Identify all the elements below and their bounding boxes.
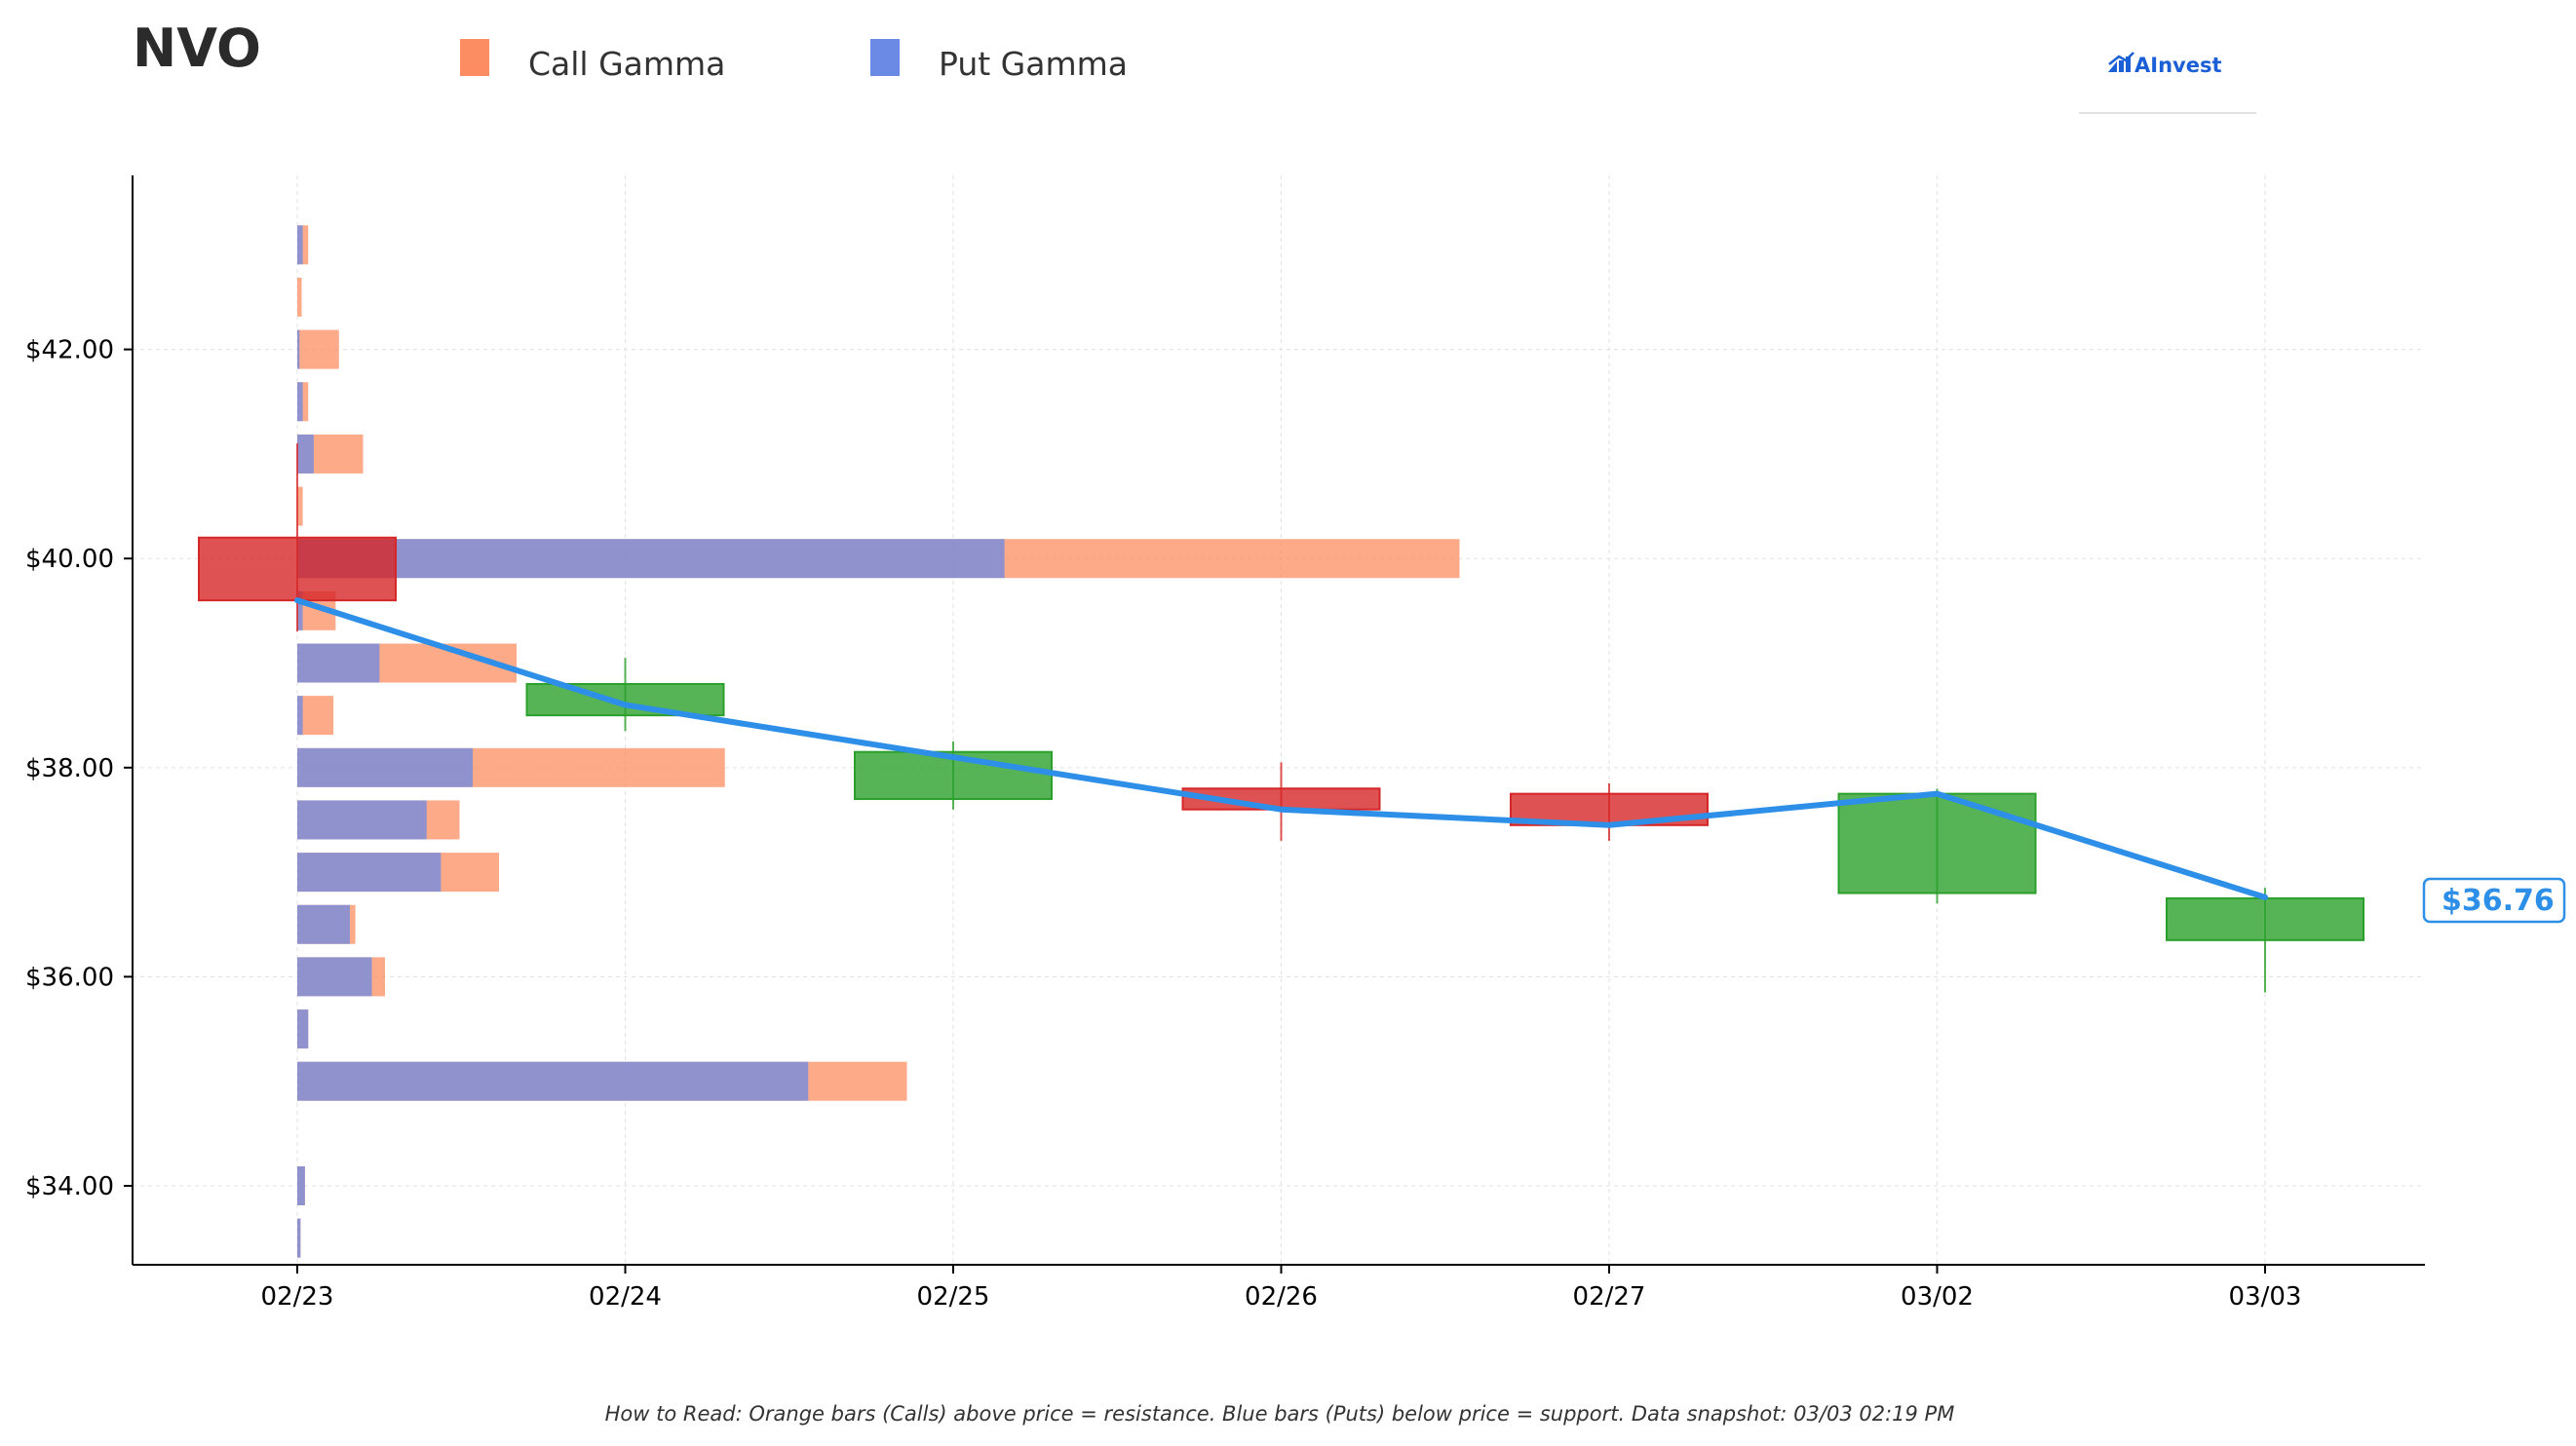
legend-put-swatch	[870, 39, 900, 76]
put-gamma-bar	[297, 747, 473, 787]
brand-logo: AInvest	[2079, 52, 2256, 114]
y-tick-label: $42.00	[25, 336, 114, 365]
brand-name: AInvest	[2134, 54, 2222, 77]
put-gamma-bar	[297, 904, 350, 944]
call-gamma-bar	[297, 277, 302, 317]
y-tick-label: $36.00	[25, 963, 114, 992]
price-line	[294, 597, 2268, 900]
put-gamma-bar	[297, 800, 427, 840]
chart-title: NVO	[133, 18, 261, 79]
put-gamma-bar	[297, 696, 303, 736]
put-gamma-bar	[297, 1166, 305, 1205]
x-tick-label: 02/23	[261, 1282, 334, 1312]
y-tick-label: $38.00	[25, 754, 114, 783]
put-gamma-bar	[297, 382, 303, 422]
ainvest-logo-icon	[2108, 52, 2134, 72]
grid	[133, 175, 2425, 1265]
gamma-bars	[297, 225, 1460, 1258]
axes: $34.00 $36.00 $38.00 $40.00 $42.00 02/23 02/24…	[25, 175, 2425, 1312]
y-tick-label: $40.00	[25, 545, 114, 574]
y-tick-label: $34.00	[25, 1172, 114, 1201]
x-tick-label: 03/02	[1901, 1282, 1974, 1312]
legend-put-label: Put Gamma	[939, 45, 1128, 83]
x-tick-label: 02/24	[589, 1282, 662, 1312]
put-gamma-bar	[297, 1009, 309, 1049]
price-line-group	[294, 597, 2268, 900]
candle-body	[525, 682, 725, 717]
candle-body	[198, 536, 397, 602]
candle-body	[1837, 792, 2037, 894]
legend-call-swatch	[460, 39, 489, 76]
x-tick-label: 02/27	[1573, 1282, 1646, 1312]
call-gamma-bar	[297, 486, 303, 526]
footnote: How to Read: Orange bars (Calls) above p…	[605, 1402, 1955, 1426]
call-gamma-bar	[297, 329, 339, 369]
candle-body	[2166, 896, 2365, 941]
put-gamma-bar	[297, 643, 380, 683]
put-gamma-bar	[297, 225, 303, 265]
current-price-box	[2422, 877, 2566, 924]
put-gamma-bar	[297, 957, 372, 997]
put-gamma-bar	[297, 539, 1005, 579]
put-gamma-bar	[297, 1218, 301, 1258]
put-gamma-bar	[297, 1061, 809, 1101]
put-gamma-bar	[297, 329, 300, 369]
current-price-marker: $36.76	[2422, 877, 2566, 924]
current-price-label: $36.76	[2441, 884, 2555, 918]
x-tick-label: 02/26	[1245, 1282, 1318, 1312]
legend-call-label: Call Gamma	[528, 45, 725, 83]
put-gamma-bar	[297, 590, 303, 630]
put-gamma-bar	[297, 853, 442, 893]
x-tick-label: 03/03	[2229, 1282, 2302, 1312]
put-gamma-bar	[297, 434, 314, 474]
candles	[198, 443, 2365, 993]
legend: Call Gamma Put Gamma	[460, 39, 1128, 83]
call-gamma-bar	[297, 696, 334, 736]
x-tick-label: 02/25	[917, 1282, 990, 1312]
